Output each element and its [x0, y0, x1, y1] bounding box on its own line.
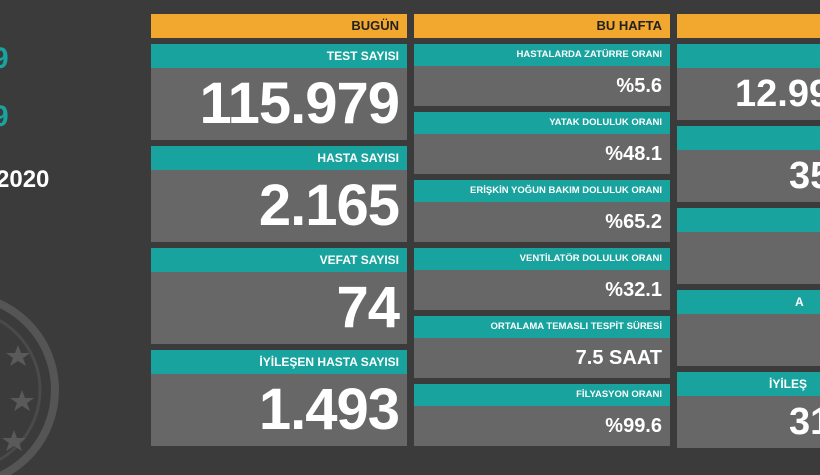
- card-label: YATAK DOLULUK ORANI: [414, 112, 670, 134]
- card-value: 12.99: [677, 68, 820, 120]
- card-label: [677, 208, 820, 232]
- card-value: 1.493: [151, 374, 407, 446]
- card-value: 74: [151, 272, 407, 344]
- card-label: VEFAT SAYISI: [151, 248, 407, 272]
- card-value: 7.5 SAAT: [414, 338, 670, 378]
- card-label: VENTİLATÖR DOLULUK ORANI: [414, 248, 670, 270]
- card-label: FİLYASYON ORANI: [414, 384, 670, 406]
- left-text: 2020: [0, 166, 50, 193]
- card-value: 2.165: [151, 170, 407, 242]
- card-label: HASTA SAYISI: [151, 146, 407, 170]
- card-value: %99.6: [414, 406, 670, 446]
- card-label: TEST SAYISI: [151, 44, 407, 68]
- left-text: 9: [0, 100, 9, 133]
- card-label: A: [677, 290, 820, 314]
- card-value: 31: [677, 396, 820, 448]
- card-value: [677, 314, 820, 366]
- column-header: BU HAFTA: [414, 14, 670, 38]
- card-label: ORTALAMA TEMASLI TESPİT SÜRESİ: [414, 316, 670, 338]
- card-value: %5.6: [414, 66, 670, 106]
- card-value: 35: [677, 150, 820, 202]
- card-label: [677, 44, 820, 68]
- card-value: %32.1: [414, 270, 670, 310]
- column-header: [677, 14, 820, 38]
- card-label: ERİŞKİN YOĞUN BAKIM DOLULUK ORANI: [414, 180, 670, 202]
- emblem: [0, 299, 59, 475]
- card-label: İYİLEŞ: [677, 372, 820, 396]
- card-label: HASTALARDA ZATÜRRE ORANI: [414, 44, 670, 66]
- column-header: BUGÜN: [151, 14, 407, 38]
- card-value: [677, 232, 820, 284]
- card-label: İYİLEŞEN HASTA SAYISI: [151, 350, 407, 374]
- card-label: [677, 126, 820, 150]
- card-value: %65.2: [414, 202, 670, 242]
- left-text: 9: [0, 42, 9, 75]
- card-value: 115.979: [151, 68, 407, 140]
- card-value: %48.1: [414, 134, 670, 174]
